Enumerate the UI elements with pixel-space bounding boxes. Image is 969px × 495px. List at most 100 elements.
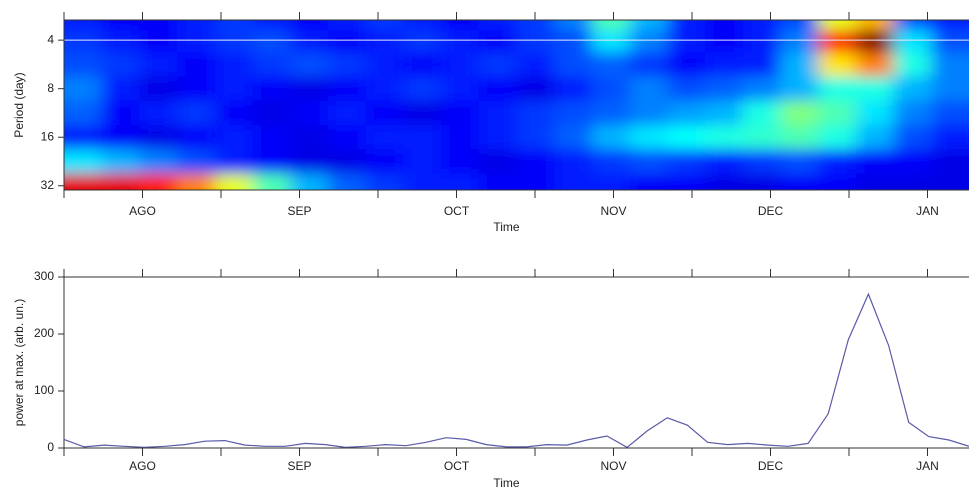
heatmap-cell xyxy=(101,149,141,175)
heatmap-cell xyxy=(629,30,669,54)
heatmap-cell xyxy=(818,76,857,102)
heatmap-cell xyxy=(516,20,556,32)
heatmap-cell xyxy=(403,20,443,32)
heatmap-cell xyxy=(64,20,103,32)
heatmap-cell xyxy=(365,149,405,175)
heatmap-cell xyxy=(214,173,254,190)
heatmap-cell xyxy=(252,30,292,54)
heatmap-cell xyxy=(214,76,254,102)
heatmap-cell xyxy=(931,149,969,175)
y-axis-title: Period (day) xyxy=(12,72,26,137)
heatmap-cell xyxy=(705,149,744,175)
x-tick-label: DEC xyxy=(758,459,784,473)
heatmap-cell xyxy=(252,100,292,127)
heatmap-cell xyxy=(64,30,103,54)
heatmap-cell xyxy=(290,30,329,54)
heatmap-cell xyxy=(554,149,593,175)
heatmap-cell xyxy=(629,52,669,78)
heatmap-cell xyxy=(64,100,103,127)
heatmap-cell xyxy=(101,20,141,32)
heatmap-cell xyxy=(365,20,405,32)
heatmap-cell xyxy=(893,52,933,78)
heatmap-cell xyxy=(742,30,782,54)
heatmap-cell xyxy=(893,125,933,151)
heatmap-cell xyxy=(705,100,744,127)
heatmap-cell xyxy=(591,173,631,190)
heatmap-cell xyxy=(855,125,895,151)
heatmap-cell xyxy=(327,100,367,127)
heatmap-cell xyxy=(139,125,179,151)
heatmap-cell xyxy=(252,20,292,32)
x-tick-label: OCT xyxy=(444,204,470,218)
heatmap-cell xyxy=(516,125,556,151)
line-panel: 0 100 200 300 AGO SEP OCT NOV DEC JAN Time power at… xyxy=(12,269,969,490)
heatmap-cell xyxy=(855,76,895,102)
heatmap-cell xyxy=(516,173,556,190)
heatmap-cell xyxy=(139,100,179,127)
x-tick-label: NOV xyxy=(600,459,626,473)
heatmap-cell xyxy=(403,76,443,102)
heatmap-cell xyxy=(931,30,969,54)
heatmap-cell xyxy=(252,149,292,175)
x-tick-label: NOV xyxy=(600,204,626,218)
heatmap-cell xyxy=(403,125,443,151)
heatmap-cell xyxy=(780,173,820,190)
heatmap-cell xyxy=(742,20,782,32)
heatmap-cell xyxy=(855,20,895,32)
heatmap-cell xyxy=(516,100,556,127)
heatmap-cell xyxy=(667,100,707,127)
heatmap-cell xyxy=(742,173,782,190)
heatmap-cell xyxy=(365,30,405,54)
heatmap-cell xyxy=(403,52,443,78)
y-tick-label: 200 xyxy=(34,326,54,340)
heatmap-cell xyxy=(101,100,141,127)
heatmap-cell xyxy=(705,125,744,151)
heatmap-cell xyxy=(818,149,857,175)
heatmap-cell xyxy=(478,149,518,175)
heatmap-cell xyxy=(365,52,405,78)
heatmap-cell xyxy=(327,52,367,78)
heatmap-cell xyxy=(441,76,480,102)
heatmap-cell xyxy=(441,149,480,175)
x-tick-label: DEC xyxy=(758,204,784,218)
heatmap-cell xyxy=(214,100,254,127)
heatmap-cell xyxy=(252,125,292,151)
heatmap-cell xyxy=(931,52,969,78)
heatmap-cell xyxy=(855,30,895,54)
heatmap-cell xyxy=(742,100,782,127)
heatmap-cell xyxy=(177,76,216,102)
y-tick-label: 4 xyxy=(47,32,54,46)
heatmap-cell xyxy=(742,125,782,151)
heatmap-cell xyxy=(780,52,820,78)
heatmap-cell xyxy=(554,76,593,102)
heatmap-cell xyxy=(780,125,820,151)
heatmap-cell xyxy=(101,52,141,78)
heatmap-cell xyxy=(780,100,820,127)
y-tick-label: 100 xyxy=(34,383,54,397)
heatmap-cell xyxy=(101,30,141,54)
x-tick-label: JAN xyxy=(916,459,939,473)
heatmap-cell xyxy=(290,149,329,175)
heatmap-cell xyxy=(629,20,669,32)
heatmap-cell xyxy=(64,125,103,151)
heatmap-cell xyxy=(667,125,707,151)
heatmap-cell xyxy=(64,52,103,78)
heatmap-cell xyxy=(591,100,631,127)
power-line xyxy=(63,292,969,449)
heatmap-cell xyxy=(441,173,480,190)
heatmap-cell xyxy=(931,20,969,32)
heatmap-cell xyxy=(290,76,329,102)
heatmap-cell xyxy=(177,100,216,127)
heatmap-cell xyxy=(554,173,593,190)
heatmap-cell xyxy=(893,76,933,102)
heatmap-cell xyxy=(780,30,820,54)
heatmap-cell xyxy=(478,52,518,78)
heatmap-cell xyxy=(818,52,857,78)
heatmap-cell xyxy=(705,20,744,32)
heatmap-cell xyxy=(893,149,933,175)
heatmap-cell xyxy=(554,125,593,151)
heatmap-clip xyxy=(64,20,969,190)
heatmap-cell xyxy=(591,30,631,54)
heatmap-cell xyxy=(742,52,782,78)
heatmap-cell xyxy=(139,20,179,32)
